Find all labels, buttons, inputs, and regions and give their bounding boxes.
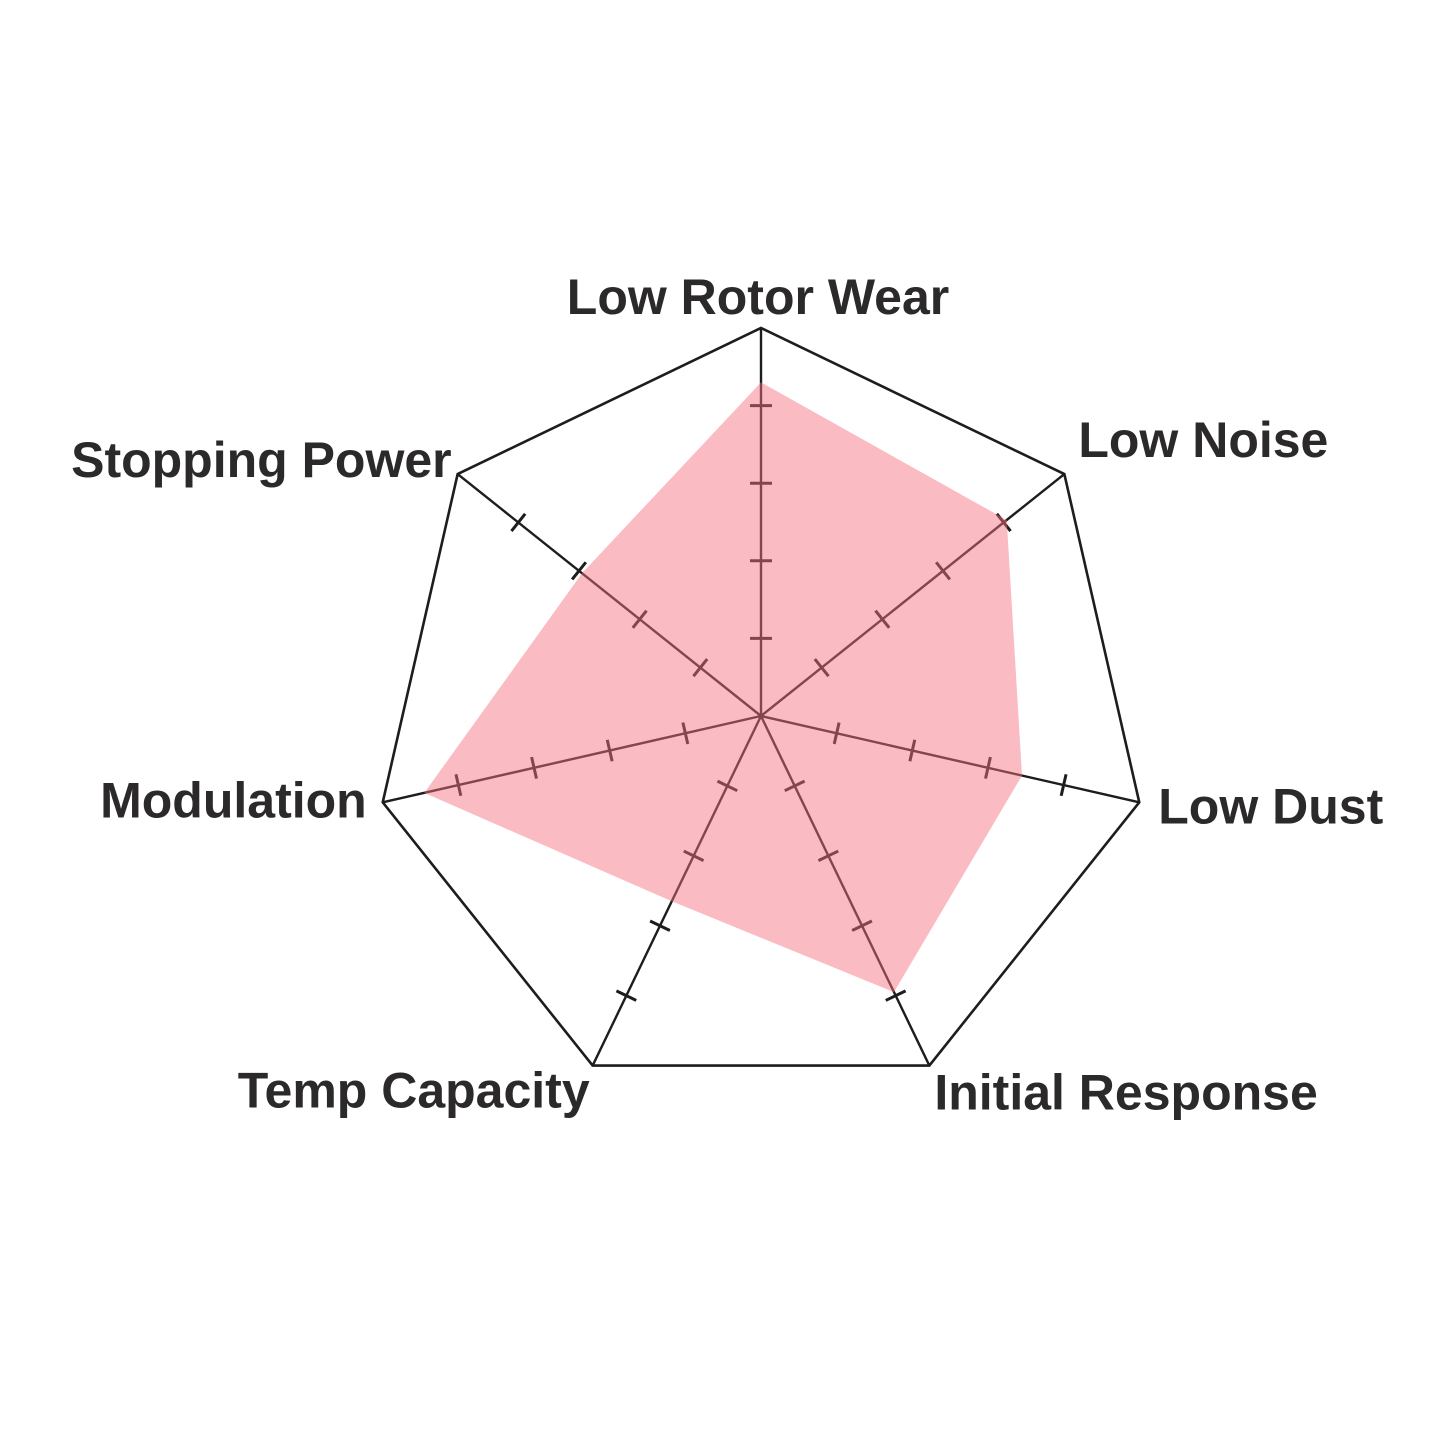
axis-spoke (456, 473, 762, 717)
axis-spoke (759, 715, 931, 1067)
tick-mark (716, 779, 738, 793)
tick-mark (908, 739, 917, 762)
tick-mark (649, 919, 671, 932)
axis-label-low-dust: Low Dust (1158, 778, 1383, 834)
axis-label-temp-capacity: Temp Capacity (238, 1063, 590, 1119)
tick-mark (995, 512, 1012, 533)
tick-mark (934, 561, 952, 581)
tick-mark (681, 722, 690, 745)
axis-label-stopping-power: Stopping Power (71, 432, 452, 488)
tick-mark (984, 756, 992, 779)
axis-spoke (760, 714, 1140, 804)
tick-mark (631, 609, 648, 629)
tick-mark (851, 919, 873, 932)
tick-mark (832, 722, 841, 745)
axis-label-modulation: Modulation (100, 772, 367, 828)
axis-label-low-rotor-wear: Low Rotor Wear (567, 269, 949, 325)
tick-mark (874, 609, 891, 629)
heptagon-outline (381, 326, 1141, 1067)
axis-spoke (591, 715, 763, 1067)
tick-mark (605, 739, 614, 762)
axis-label-initial-response: Initial Response (934, 1065, 1317, 1121)
data-polygon (424, 382, 1023, 993)
tick-mark (454, 774, 463, 797)
tick-mark (570, 561, 588, 581)
axis-label-low-noise: Low Noise (1078, 412, 1328, 468)
tick-mark (683, 849, 705, 862)
tick-mark (817, 849, 839, 862)
tick-mark (1059, 774, 1068, 797)
tick-mark (510, 512, 527, 533)
tick-mark (813, 658, 830, 678)
tick-mark (885, 989, 907, 1002)
axis-labels: Low Rotor Wear Low Noise Low Dust Initial R… (71, 269, 1383, 1121)
tick-marks (454, 404, 1068, 1002)
axis-spokes (382, 328, 1140, 1067)
tick-mark (692, 658, 709, 678)
tick-mark (615, 989, 637, 1002)
tick-mark (784, 779, 806, 793)
axis-spoke (760, 473, 1066, 717)
axis-spoke (382, 714, 762, 804)
tick-mark (530, 756, 538, 779)
